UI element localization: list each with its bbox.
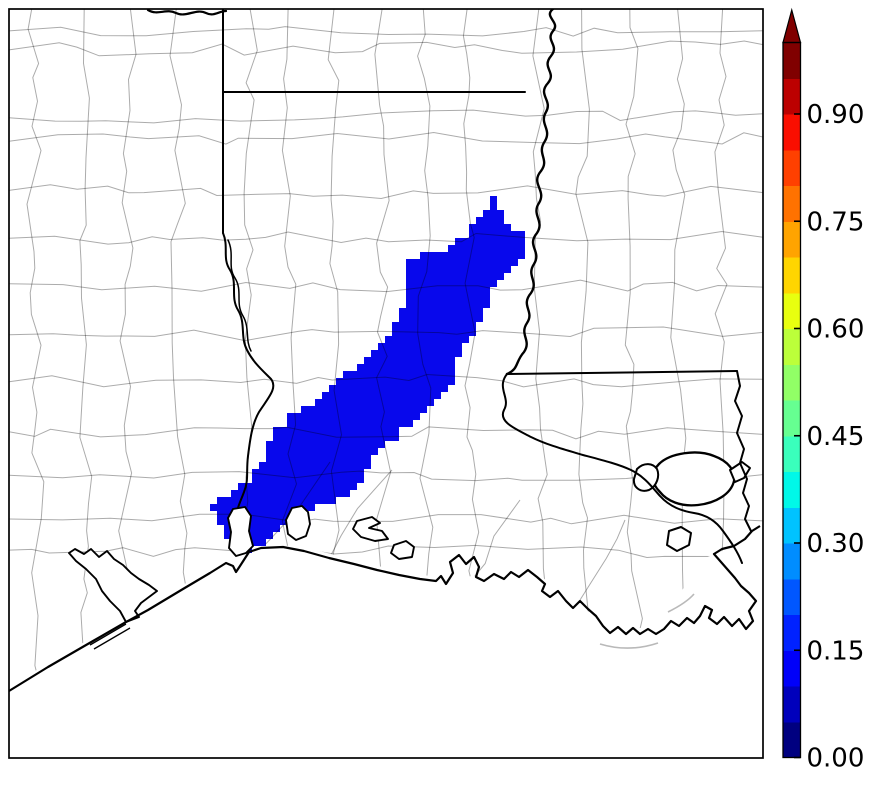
colorbar-segment <box>783 400 801 437</box>
colorbar-over-arrow <box>782 7 802 44</box>
county-line <box>9 470 763 482</box>
county-line <box>9 513 763 525</box>
colorbar-segment <box>783 471 801 508</box>
county-line <box>9 184 763 200</box>
colorbar-segment <box>783 221 801 258</box>
grand-white-lake <box>352 516 389 542</box>
colorbar-tick-label: 0.00 <box>807 744 865 774</box>
lake-maurepas <box>632 463 660 492</box>
county-line <box>579 519 626 601</box>
colorbar-outline <box>782 41 802 759</box>
lake-salvador <box>666 526 692 552</box>
sabine-river-border <box>222 232 275 509</box>
colorbar-segment <box>783 650 801 687</box>
colorbar-segment <box>783 435 801 473</box>
sabine-lake <box>227 506 254 557</box>
county-line <box>9 40 763 57</box>
county-line <box>9 426 763 440</box>
county-line <box>329 469 393 558</box>
colorbar-segment <box>783 78 801 115</box>
state-borders-group <box>146 9 752 564</box>
colorbar-segment <box>783 614 801 651</box>
county-line <box>9 279 763 293</box>
map-frame <box>8 8 764 759</box>
colorbar: 0.00 0.15 0.30 0.45 0.60 0.75 0.90 <box>782 7 865 774</box>
colorbar-segment <box>783 686 801 723</box>
county-line <box>9 326 763 342</box>
colorbar-segment <box>783 292 801 330</box>
mississippi-river <box>505 9 557 376</box>
colorbar-segment <box>783 721 801 759</box>
county-line <box>9 131 763 145</box>
pearl-river-border <box>734 370 752 532</box>
colorbar-tick-label: 0.30 <box>807 529 865 559</box>
chandeleur-islands <box>599 642 659 649</box>
lower-mississippi-river <box>501 373 743 564</box>
colorbar-segment <box>783 543 801 580</box>
county-line <box>9 109 763 124</box>
colorbar-segment <box>783 507 801 544</box>
colorbar-tick-label: 0.15 <box>807 636 865 666</box>
county-line <box>26 9 45 687</box>
louisiana-mississippi-border <box>506 370 738 375</box>
calcasieu-lake <box>285 505 311 541</box>
coastal-island <box>667 593 695 613</box>
gulf-coastline <box>9 525 761 692</box>
county-line <box>9 230 763 245</box>
county-line <box>624 9 643 687</box>
colorbar-tick-label: 0.45 <box>807 422 865 452</box>
barrier-islands <box>599 593 695 649</box>
colorbar-segment <box>783 149 801 187</box>
colorbar-segment <box>783 328 801 365</box>
colorbar-segment <box>783 578 801 616</box>
county-line <box>9 373 763 388</box>
galveston-bay <box>68 548 158 623</box>
colorbar-segment <box>783 114 801 151</box>
county-line <box>79 9 93 687</box>
colorbar-tick-label: 0.60 <box>807 315 865 345</box>
probability-shaded-region <box>210 196 525 553</box>
colorbar-tick-label: 0.75 <box>807 207 865 237</box>
marsh-lake <box>390 540 415 560</box>
lakes-group <box>68 451 751 650</box>
colorbar-segment <box>783 42 801 79</box>
colorbar-segment <box>783 364 801 401</box>
county-line <box>9 544 763 559</box>
red-river <box>146 9 228 16</box>
colorbar-segment <box>783 257 801 294</box>
lake-pontchartrain <box>651 451 736 507</box>
colorbar-segment <box>783 185 801 222</box>
toledo-bend-reservoir <box>227 239 252 352</box>
county-line <box>9 26 763 37</box>
bolivar-peninsula <box>89 623 131 650</box>
colorbar-tick-label: 0.90 <box>807 100 865 130</box>
